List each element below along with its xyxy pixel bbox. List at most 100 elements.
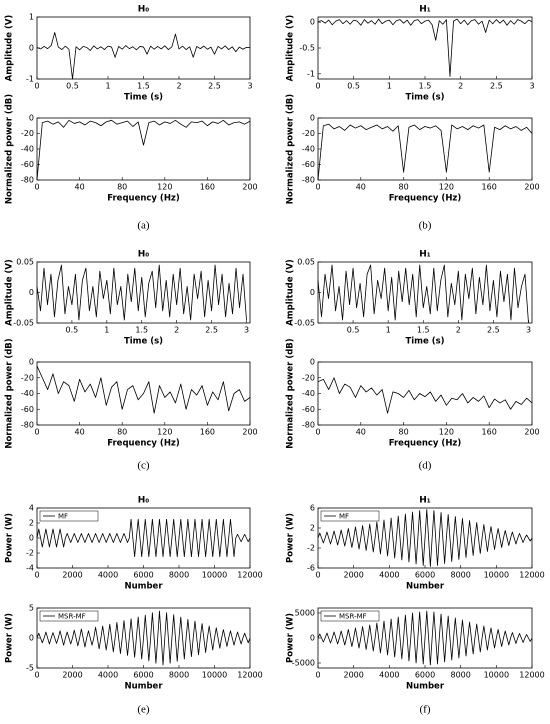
- x-tick-label: 0: [34, 571, 39, 580]
- legend-box: [39, 510, 99, 522]
- x-tick-label: 200: [242, 428, 257, 437]
- x-tick-label: 8000: [450, 671, 470, 680]
- y-tick-label: -5: [26, 664, 34, 673]
- x-tick-label: 4000: [98, 671, 118, 680]
- chart-title: H₀: [138, 250, 150, 260]
- signal-line: [36, 365, 251, 414]
- panel-caption: (e): [137, 704, 150, 716]
- chart-title: H₀: [138, 5, 150, 15]
- x-tick-label: 1.5: [417, 326, 430, 335]
- x-tick-label: 200: [242, 183, 257, 192]
- x-tick-label: 2: [456, 326, 461, 335]
- x-tick-label: 4000: [98, 571, 118, 580]
- y-axis-label: Normalized power (dB): [286, 338, 296, 448]
- y-tick-label: -6: [307, 564, 315, 573]
- legend-box: [320, 610, 380, 622]
- x-tick-label: 8000: [169, 671, 189, 680]
- x-axis-label: Frequency (Hz): [389, 439, 462, 449]
- y-axis-label: Normalized power (dB): [286, 94, 296, 204]
- y-tick-label: -20: [21, 373, 34, 382]
- signal-line: [36, 518, 251, 558]
- x-axis-label: Time (s): [124, 337, 163, 347]
- x-tick-label: 160: [482, 428, 497, 437]
- x-tick-label: 40: [75, 428, 85, 437]
- y-tick-label: -60: [21, 405, 34, 414]
- x-axis-label: Number: [124, 682, 163, 692]
- y-tick-label: -80: [302, 421, 315, 430]
- y-tick-label: -60: [302, 405, 315, 414]
- signal-line: [317, 123, 533, 181]
- x-tick-label: 10000: [484, 671, 509, 680]
- y-tick-label: 2: [29, 519, 34, 528]
- y-tick-label: 1: [29, 13, 34, 22]
- x-tick-label: 2000: [343, 671, 363, 680]
- y-tick-label: 4: [29, 504, 34, 513]
- x-axis-label: Number: [406, 682, 445, 692]
- y-axis-label: Normalized power (dB): [5, 94, 15, 204]
- plot-frame: [36, 117, 251, 181]
- y-tick-label: 0: [29, 288, 34, 297]
- y-tick-label: 0: [310, 358, 315, 367]
- y-axis-label: Power (W): [5, 513, 15, 563]
- x-tick-label: 1.5: [135, 326, 148, 335]
- y-axis-label: Normalized power (dB): [5, 338, 15, 448]
- y-tick-label: -40: [302, 389, 315, 398]
- x-tick-label: 6000: [133, 571, 153, 580]
- y-tick-label: -20: [21, 129, 34, 138]
- x-tick-label: 2.5: [208, 82, 221, 91]
- signal-line: [317, 18, 533, 77]
- x-axis-label: Time (s): [405, 93, 444, 103]
- x-tick-label: 0: [34, 671, 39, 680]
- x-tick-label: 2: [458, 82, 463, 91]
- x-tick-label: 1.5: [419, 82, 432, 91]
- x-tick-label: 10000: [484, 571, 509, 580]
- x-tick-label: 2000: [62, 571, 82, 580]
- y-tick-label: 0: [29, 114, 34, 123]
- x-tick-label: 8000: [169, 571, 189, 580]
- panel-caption: (f): [420, 704, 431, 716]
- y-axis-label: Power (W): [286, 613, 296, 663]
- x-tick-label: 160: [200, 428, 215, 437]
- y-axis-label: Power (W): [5, 613, 15, 663]
- x-tick-label: 12000: [237, 571, 262, 580]
- x-axis-label: Number: [406, 582, 445, 592]
- x-tick-label: 160: [200, 183, 215, 192]
- x-tick-label: 0.5: [347, 326, 360, 335]
- x-tick-label: 6000: [415, 671, 435, 680]
- x-tick-label: 80: [117, 183, 127, 192]
- x-tick-label: 80: [399, 428, 409, 437]
- x-tick-label: 3: [529, 82, 534, 91]
- x-tick-label: 120: [157, 428, 172, 437]
- y-tick-label: -1: [26, 75, 34, 84]
- y-tick-label: -40: [302, 145, 315, 154]
- y-tick-label: -0.5: [299, 44, 315, 53]
- x-tick-label: 4000: [379, 671, 399, 680]
- plot-frame: [317, 261, 533, 324]
- plot-frame: [36, 261, 251, 324]
- legend-box: [320, 510, 380, 522]
- x-tick-label: 80: [117, 428, 127, 437]
- legend-box: [39, 610, 99, 622]
- x-tick-label: 120: [439, 428, 454, 437]
- chart-title: H₁: [419, 5, 431, 15]
- x-tick-label: 40: [75, 183, 85, 192]
- x-axis-label: Number: [124, 582, 163, 592]
- y-tick-label: -1: [307, 69, 315, 78]
- x-tick-label: 12000: [519, 571, 544, 580]
- panel-caption: (a): [137, 220, 150, 232]
- signal-line: [317, 377, 533, 414]
- y-tick-label: -60: [302, 160, 315, 169]
- x-tick-label: 120: [439, 183, 454, 192]
- y-tick-label: -80: [21, 176, 34, 185]
- y-axis-label: Amplitude (V): [286, 259, 296, 326]
- plot-frame: [317, 16, 533, 80]
- panel-caption: (c): [137, 460, 150, 472]
- x-tick-label: 8000: [450, 571, 470, 580]
- y-tick-label: -4: [26, 564, 34, 573]
- y-tick-label: 0: [29, 634, 34, 643]
- x-tick-label: 2000: [62, 671, 82, 680]
- x-tick-label: 2000: [343, 571, 363, 580]
- x-tick-label: 3: [247, 82, 252, 91]
- x-tick-label: 12000: [237, 671, 262, 680]
